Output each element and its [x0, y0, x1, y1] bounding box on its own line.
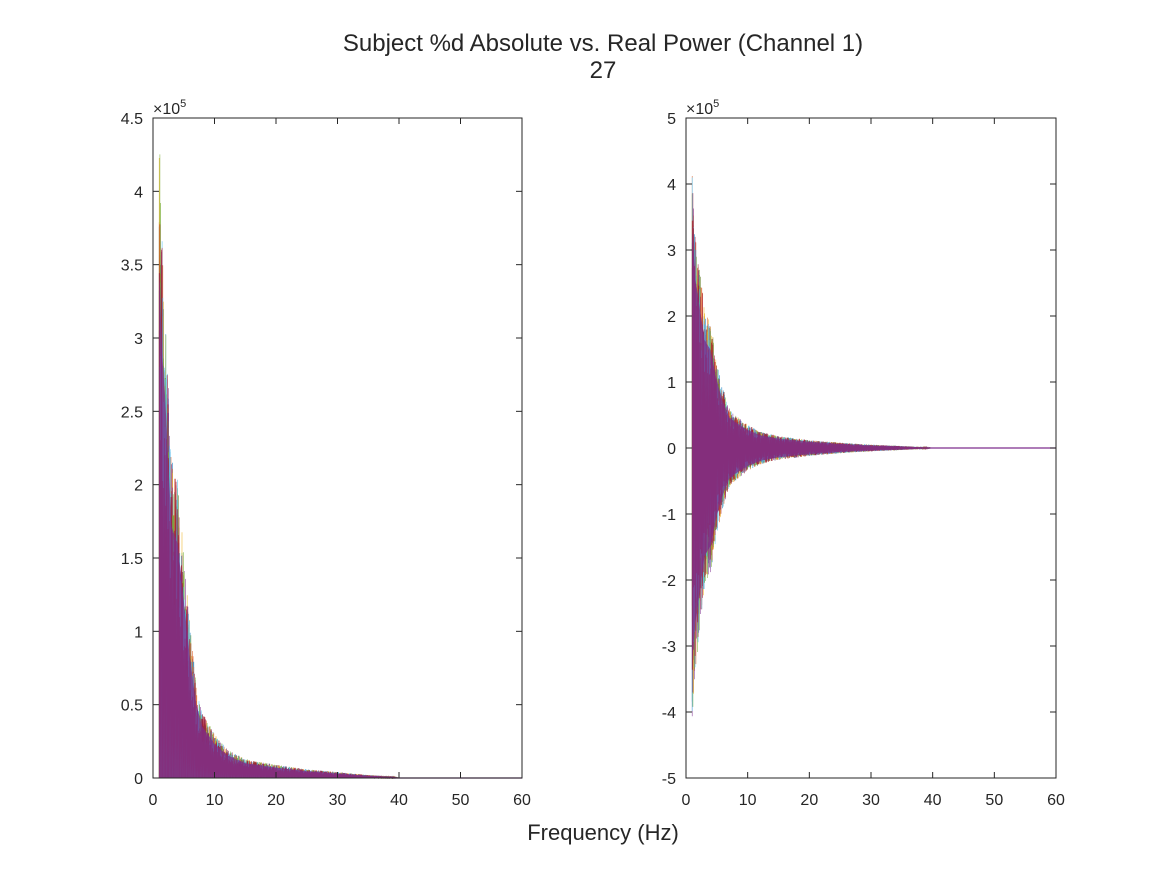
right-subplot-exponent-label: ×105 — [686, 98, 719, 118]
y-tick-label-right: -5 — [662, 771, 676, 788]
x-tick-label-right: 0 — [682, 792, 691, 809]
trace-series-right-2 — [691, 176, 1056, 671]
left-subplot-exponent-label: ×105 — [153, 98, 186, 118]
y-tick-label-right: 0 — [667, 441, 676, 458]
x-tick-label-right: 30 — [862, 792, 880, 809]
trace-series-left-2 — [158, 222, 522, 780]
x-tick-label-left: 10 — [206, 792, 224, 809]
left-subplot-ticks: 0 10 20 30 40 50 60 0 0.5 1 1.5 2 2.5 3 3.5 4 4.5 — [121, 111, 531, 809]
y-tick-label-left: 1 — [134, 624, 143, 641]
y-tick-label-right: 2 — [667, 309, 676, 326]
x-axis-label: Frequency (Hz) — [527, 820, 679, 845]
x-tick-label-left: 60 — [513, 792, 531, 809]
left-subplot-exponent-power: 5 — [180, 98, 186, 110]
trace-series-left-4 — [158, 251, 522, 780]
x-tick-label-right: 50 — [985, 792, 1003, 809]
y-tick-label-left: 4 — [134, 184, 143, 201]
x-tick-label-right: 10 — [739, 792, 757, 809]
trace-overlay-left — [159, 268, 522, 778]
y-tick-label-right: 4 — [667, 177, 676, 194]
x-tick-label-left: 0 — [149, 792, 158, 809]
y-tick-label-left: 3 — [134, 331, 143, 348]
figure-title-line2: 27 — [590, 57, 617, 84]
y-tick-label-left: 2.5 — [121, 404, 143, 421]
y-tick-label-left: 0 — [134, 771, 143, 788]
x-tick-label-right: 40 — [924, 792, 942, 809]
trace-series-left-3 — [158, 158, 522, 780]
right-subplot-exponent-base: ×10 — [686, 101, 713, 118]
y-tick-label-left: 4.5 — [121, 111, 143, 128]
trace-fill-left — [159, 268, 522, 778]
right-subplot-ticks: 0 10 20 30 40 50 60 -5 -4 -3 -2 -1 0 1 2 3 4 5 — [662, 111, 1065, 809]
left-subplot-exponent-base: ×10 — [153, 101, 180, 118]
y-tick-label-right: -1 — [662, 507, 676, 524]
y-tick-label-right: 3 — [667, 243, 676, 260]
y-tick-label-left: 2 — [134, 478, 143, 495]
y-tick-label-right: 5 — [667, 111, 676, 128]
trace-overlay-right — [692, 226, 1056, 662]
y-tick-label-left: 1.5 — [121, 551, 143, 568]
y-tick-label-right: 1 — [667, 375, 676, 392]
figure-title-line1: Subject %d Absolute vs. Real Power (Chan… — [343, 30, 863, 57]
x-tick-label-right: 20 — [800, 792, 818, 809]
trace-series-left-5 — [158, 154, 522, 780]
trace-series-left-7 — [158, 224, 522, 780]
y-tick-label-right: -3 — [662, 639, 676, 656]
left-subplot-traces — [158, 154, 522, 780]
y-tick-label-left: 3.5 — [121, 258, 143, 275]
right-subplot-traces — [691, 176, 1056, 717]
trace-series-left-6 — [158, 241, 522, 780]
left-subplot: 0 10 20 30 40 50 60 0 0.5 1 1.5 2 2.5 3 3.5 4 4.5 ×105 — [121, 98, 531, 809]
x-tick-label-left: 20 — [267, 792, 285, 809]
y-tick-label-left: 0.5 — [121, 698, 143, 715]
x-tick-label-right: 60 — [1047, 792, 1065, 809]
left-subplot-axes-box — [152, 117, 523, 779]
trace-series-left-1 — [158, 226, 522, 780]
x-tick-label-left: 30 — [329, 792, 347, 809]
y-tick-label-right: -4 — [662, 705, 676, 722]
x-tick-label-left: 40 — [390, 792, 408, 809]
x-tick-label-left: 50 — [452, 792, 470, 809]
right-subplot-exponent-power: 5 — [713, 98, 719, 110]
y-tick-label-right: -2 — [662, 573, 676, 590]
